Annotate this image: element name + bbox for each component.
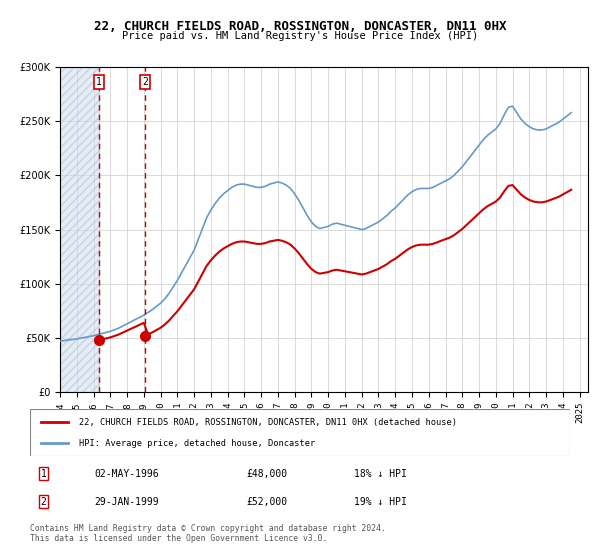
Bar [60, 67, 99, 392]
Text: 29-JAN-1999: 29-JAN-1999 [95, 497, 160, 507]
Text: HPI: Average price, detached house, Doncaster: HPI: Average price, detached house, Donc… [79, 438, 315, 447]
Text: 2: 2 [142, 77, 148, 87]
Text: 22, CHURCH FIELDS ROAD, ROSSINGTON, DONCASTER, DN11 0HX (detached house): 22, CHURCH FIELDS ROAD, ROSSINGTON, DONC… [79, 418, 457, 427]
Text: Contains HM Land Registry data © Crown copyright and database right 2024.
This d: Contains HM Land Registry data © Crown c… [30, 524, 386, 543]
Text: 1: 1 [41, 469, 46, 479]
FancyBboxPatch shape [30, 409, 570, 456]
Text: £48,000: £48,000 [246, 469, 287, 479]
Text: 18% ↓ HPI: 18% ↓ HPI [354, 469, 407, 479]
Text: 1: 1 [96, 77, 102, 87]
Text: £52,000: £52,000 [246, 497, 287, 507]
Text: 02-MAY-1996: 02-MAY-1996 [95, 469, 160, 479]
Text: Price paid vs. HM Land Registry's House Price Index (HPI): Price paid vs. HM Land Registry's House … [122, 31, 478, 41]
Text: 2: 2 [41, 497, 46, 507]
Text: 19% ↓ HPI: 19% ↓ HPI [354, 497, 407, 507]
Text: 22, CHURCH FIELDS ROAD, ROSSINGTON, DONCASTER, DN11 0HX: 22, CHURCH FIELDS ROAD, ROSSINGTON, DONC… [94, 20, 506, 32]
